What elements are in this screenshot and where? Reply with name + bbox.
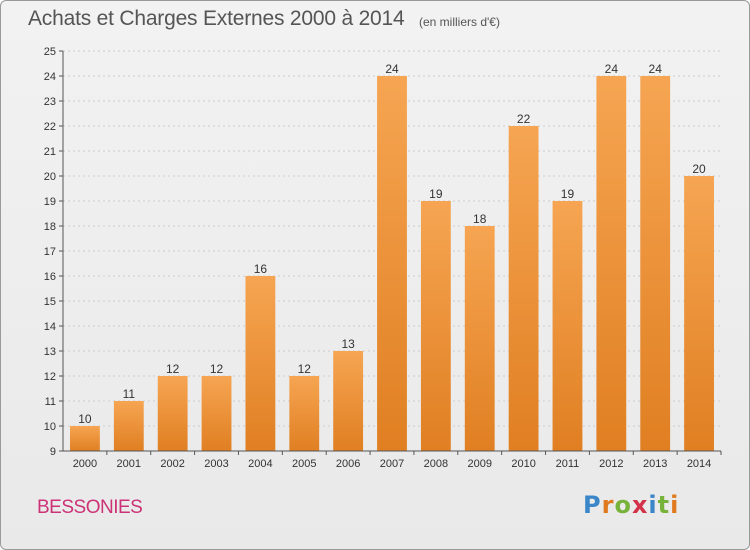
x-tick-label: 2009: [467, 458, 491, 470]
x-tick-label: 2010: [511, 458, 535, 470]
x-tick-label: 2003: [204, 458, 228, 470]
bar: [113, 401, 144, 451]
data-label: 10: [78, 412, 92, 426]
logo-letter: r: [601, 491, 615, 519]
x-tick-label: 2014: [687, 458, 711, 470]
y-tick-label: 13: [44, 346, 56, 358]
data-label: 13: [341, 337, 355, 351]
data-label: 24: [649, 62, 663, 76]
bar: [684, 176, 714, 451]
bar: [333, 351, 364, 451]
x-tick-label: 2004: [248, 458, 272, 470]
y-tick-label: 10: [44, 421, 56, 433]
y-tick-label: 14: [44, 321, 56, 333]
y-tick-label: 17: [44, 246, 56, 258]
logo-letter: x: [631, 491, 649, 519]
y-tick-label: 20: [44, 171, 56, 183]
bar: [464, 226, 495, 451]
x-tick-label: 2006: [336, 458, 360, 470]
y-tick-label: 25: [44, 46, 56, 58]
x-tick-label: 2000: [73, 458, 97, 470]
bar: [289, 376, 320, 451]
data-label: 24: [385, 62, 399, 76]
bar: [640, 76, 671, 451]
y-tick-label: 12: [44, 371, 56, 383]
y-tick-label: 24: [44, 71, 56, 83]
y-tick-label: 15: [44, 296, 56, 308]
bar: [552, 201, 583, 451]
proxiti-logo[interactable]: Proxiti: [583, 491, 679, 519]
logo-letter: i: [670, 491, 680, 519]
data-label: 18: [473, 212, 487, 226]
bar: [157, 376, 188, 451]
data-label: 12: [166, 362, 180, 376]
data-label: 16: [254, 262, 268, 276]
x-tick-label: 2008: [424, 458, 448, 470]
y-tick-label: 21: [44, 146, 56, 158]
commune-name: BESSONIES: [37, 497, 143, 518]
bar: [508, 126, 539, 451]
x-tick-label: 2007: [380, 458, 404, 470]
x-tick-label: 2013: [643, 458, 667, 470]
x-tick-label: 2002: [160, 458, 184, 470]
logo-letter: i: [648, 491, 658, 519]
x-tick-label: 2005: [292, 458, 316, 470]
y-tick-label: 19: [44, 196, 56, 208]
x-tick-label: 2001: [117, 458, 141, 470]
data-label: 19: [429, 187, 443, 201]
logo-letter: P: [583, 491, 602, 519]
bar: [596, 76, 627, 451]
bar: [377, 76, 407, 451]
bar: [245, 276, 276, 451]
data-label: 19: [561, 187, 575, 201]
x-tick-label: 2011: [556, 458, 580, 470]
y-tick-label: 11: [45, 396, 56, 408]
y-tick-label: 9: [50, 446, 56, 458]
data-label: 12: [298, 362, 312, 376]
data-label: 12: [210, 362, 224, 376]
data-label: 22: [517, 112, 531, 126]
data-label: 24: [605, 62, 619, 76]
bar: [201, 376, 232, 451]
bar: [70, 426, 100, 451]
chart-unit: (en milliers d'€): [419, 15, 500, 29]
logo-letter: o: [614, 491, 632, 519]
y-tick-label: 16: [44, 271, 56, 283]
y-tick-label: 18: [44, 221, 56, 233]
bar: [420, 201, 451, 451]
chart-title: Achats et Charges Externes 2000 à 2014: [28, 7, 405, 30]
data-label: 11: [123, 387, 136, 401]
logo-letter: t: [657, 491, 671, 519]
x-tick-label: 2012: [599, 458, 623, 470]
y-tick-label: 23: [44, 96, 56, 108]
data-label: 20: [692, 162, 706, 176]
y-tick-label: 22: [44, 121, 56, 133]
